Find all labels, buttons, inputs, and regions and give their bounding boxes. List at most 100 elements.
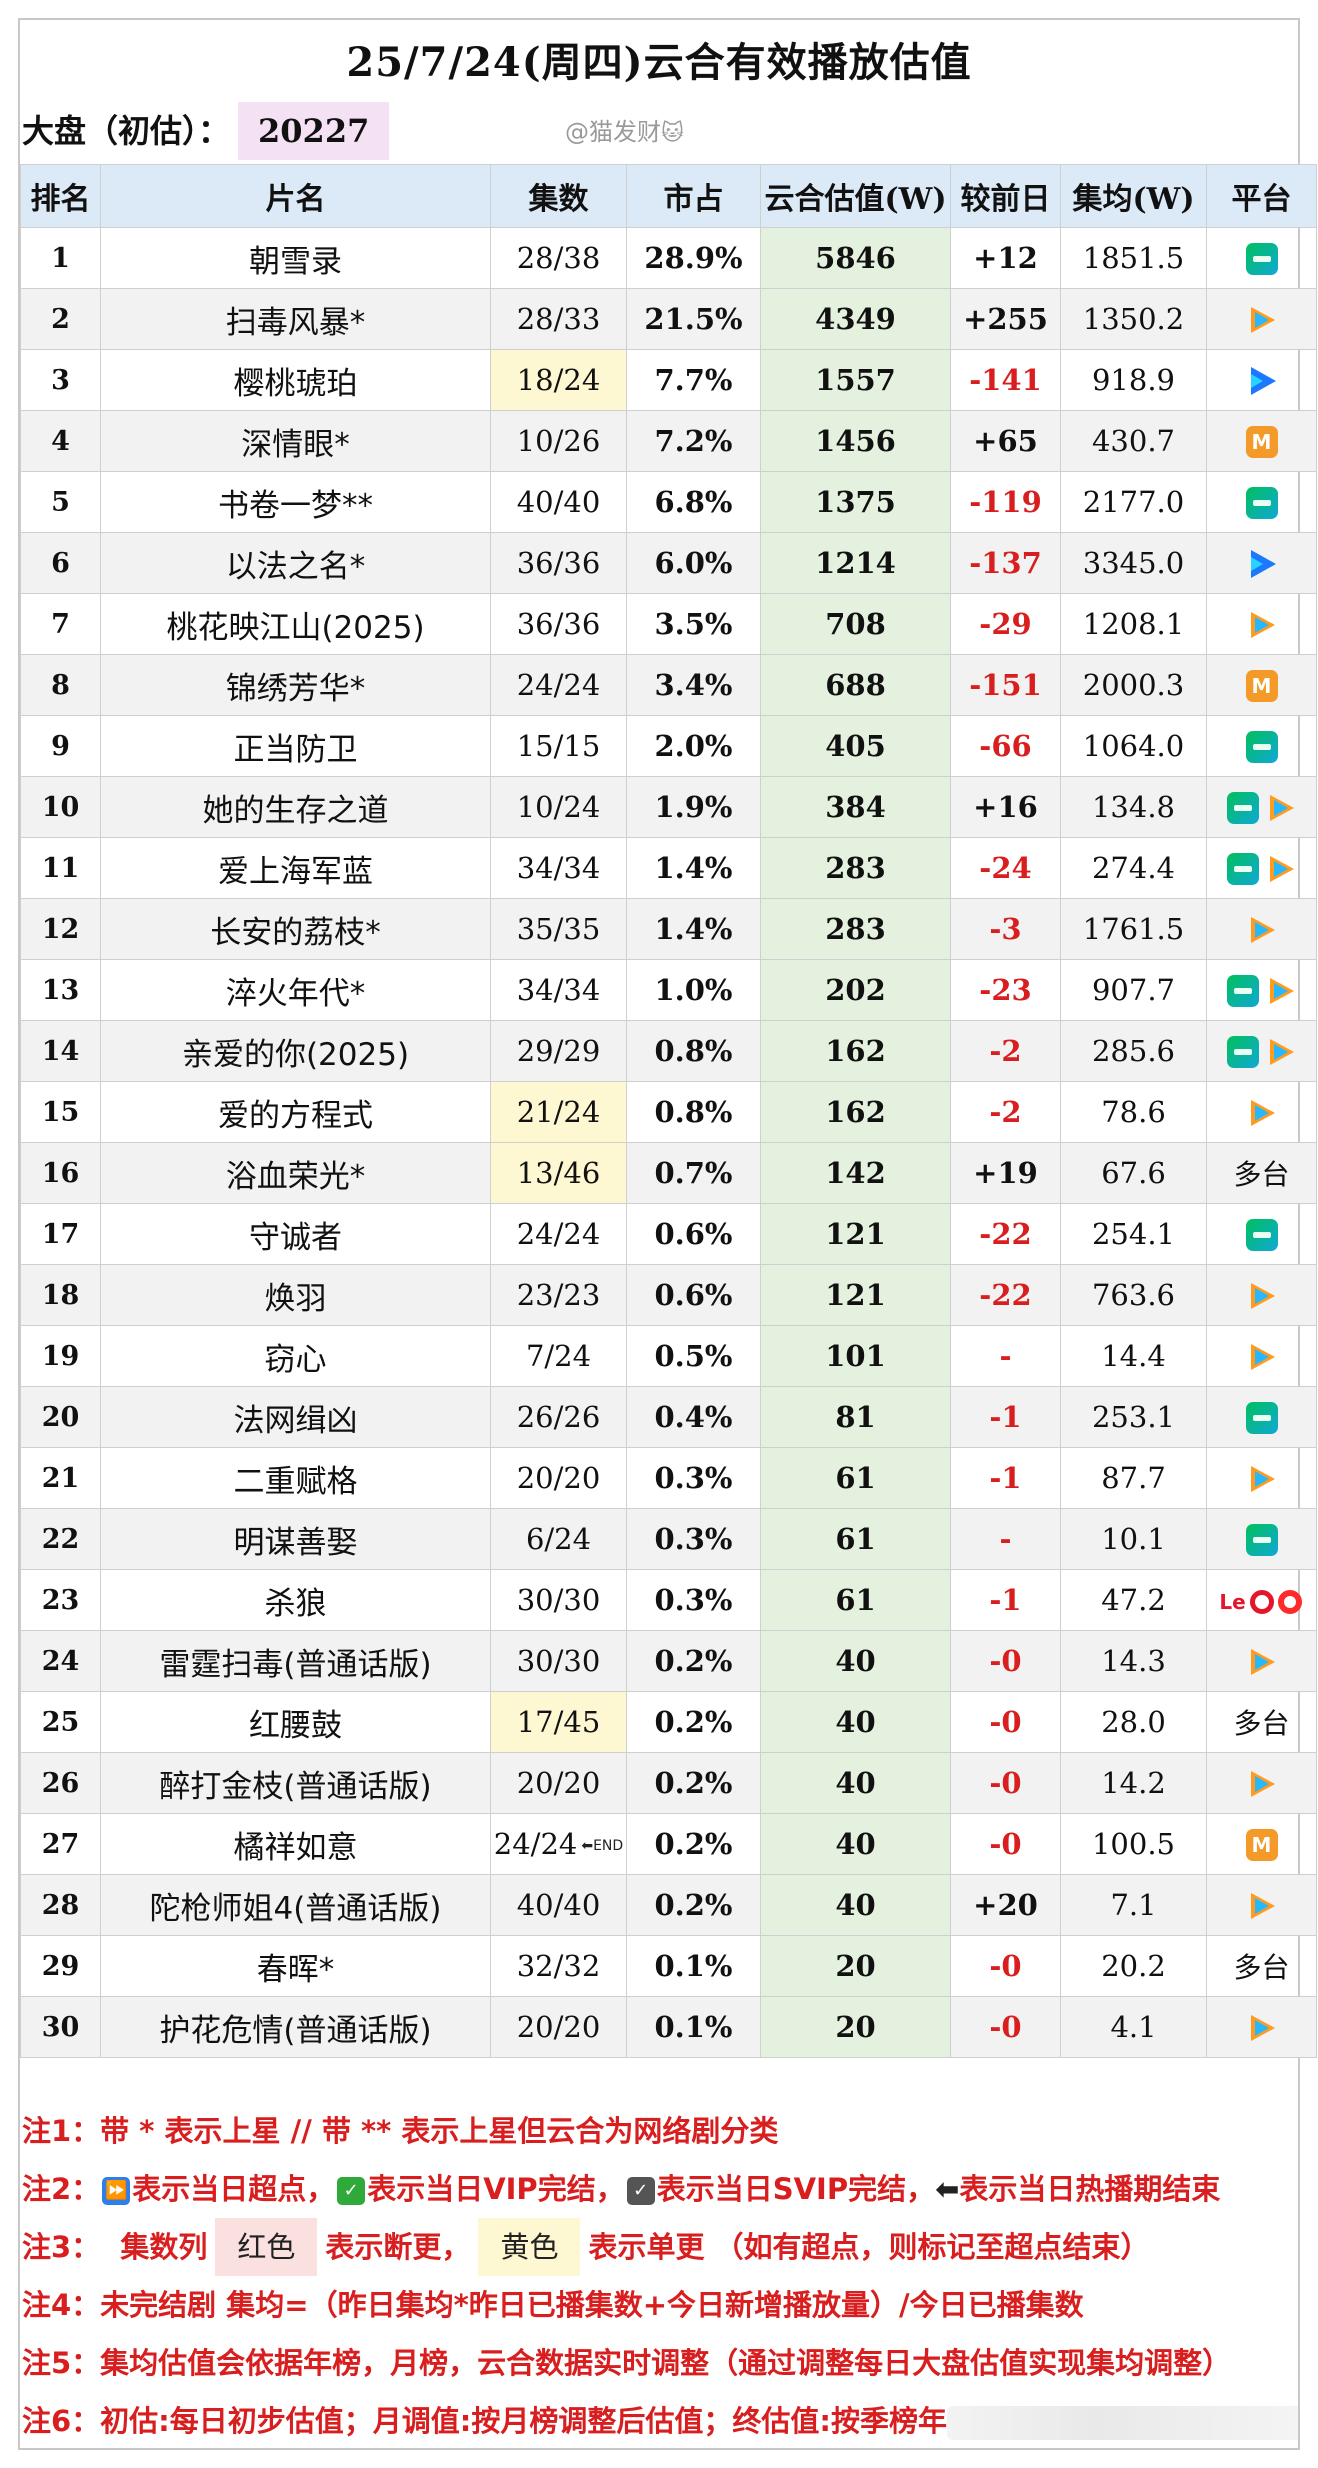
average-cell: 20.2: [1060, 1935, 1207, 1997]
title-cell: 红腰鼓: [100, 1691, 491, 1753]
platform-cell: [1206, 227, 1317, 289]
estimate-cell: 1214: [760, 532, 951, 594]
episodes-value: 20/20: [516, 1461, 601, 1495]
table-row: 5 书卷一梦** 40/40 6.8% 1375 -119 2177.0: [20, 471, 1317, 533]
share-cell: 0.2%: [626, 1691, 761, 1753]
platform-cell: [1206, 1081, 1317, 1143]
iqiyi-icon: [1226, 975, 1259, 1007]
average-cell: 254.1: [1060, 1203, 1207, 1265]
average-cell: 78.6: [1060, 1081, 1207, 1143]
title-cell: 窃心: [100, 1325, 491, 1387]
rank-cell: 16: [20, 1142, 101, 1204]
estimate-cell: 4349: [760, 288, 951, 350]
table-row: 26 醉打金枝(普通话版) 20/20 0.2% 40 -0 14.2: [20, 1752, 1317, 1814]
average-cell: 100.5: [1060, 1813, 1207, 1875]
share-cell: 28.9%: [626, 227, 761, 289]
title-cell: 爱上海军蓝: [100, 837, 491, 899]
rank-cell: 12: [20, 898, 101, 960]
change-cell: -2: [950, 1081, 1061, 1143]
change-cell: -66: [950, 715, 1061, 777]
note-4: 注4：未完结剧 集均=（昨日集均*昨日已播集数+今日新增播放量）/今日已播集数: [22, 2288, 1084, 2322]
platform-cell: [1206, 1020, 1317, 1082]
episodes-cell: 17/45: [490, 1691, 627, 1753]
change-cell: -29: [950, 593, 1061, 655]
estimate-cell: 384: [760, 776, 951, 838]
iqiyi-icon: [1245, 731, 1278, 763]
episodes-cell: 40/40: [490, 471, 627, 533]
table-row: 23 杀狼 30/30 0.3% 61 -1 47.2 Le: [20, 1569, 1317, 1631]
note-3-red-desc: 表示断更，: [325, 2230, 471, 2264]
change-cell: -137: [950, 532, 1061, 594]
platform-cell: [1206, 410, 1317, 472]
platform-text: 多台: [1233, 1707, 1290, 1740]
title-cell: 醉打金枝(普通话版): [100, 1752, 491, 1814]
share-cell: 1.0%: [626, 959, 761, 1021]
rank-cell: 8: [20, 654, 101, 716]
title-cell: 浴血荣光*: [100, 1142, 491, 1204]
col-header-share: 市占: [626, 164, 761, 228]
estimate-cell: 405: [760, 715, 951, 777]
episodes-value: 10/24: [516, 790, 601, 824]
estimate-cell: 142: [760, 1142, 951, 1204]
iqiyi-icon: [1245, 1219, 1278, 1251]
episodes-cell: 24/24: [490, 1203, 627, 1265]
fast-forward-icon: ⏩: [102, 2177, 131, 2205]
share-cell: 0.8%: [626, 1020, 761, 1082]
platform-cell: [1206, 1752, 1317, 1814]
share-cell: 0.3%: [626, 1447, 761, 1509]
share-cell: 0.8%: [626, 1081, 761, 1143]
share-cell: 2.0%: [626, 715, 761, 777]
episodes-value: 18/24: [516, 363, 601, 397]
episodes-cell: 28/33: [490, 288, 627, 350]
episodes-value: 36/36: [516, 607, 601, 641]
episodes-cell: 24/24: [490, 654, 627, 716]
watermark: @猫发财🐱: [565, 112, 684, 147]
episodes-value: 20/20: [516, 2010, 601, 2044]
tencent-video-icon: [1246, 1646, 1278, 1678]
rank-cell: 30: [20, 1996, 101, 2058]
episodes-cell: 21/24: [490, 1081, 627, 1143]
table-row: 29 春晖* 32/32 0.1% 20 -0 20.2 多台: [20, 1935, 1317, 1997]
episodes-value: 30/30: [516, 1583, 601, 1617]
note-2-b: 表示当日VIP完结，: [367, 2172, 625, 2206]
platform-cell: [1206, 898, 1317, 960]
ranking-table: 排名 片名 集数 市占 云合估值(W) 较前日 集均(W) 平台 1 朝雪录 28/…: [20, 164, 1317, 2058]
rank-cell: 7: [20, 593, 101, 655]
rank-cell: 17: [20, 1203, 101, 1265]
change-cell: +255: [950, 288, 1061, 350]
note-3-red-chip: 红色: [215, 2218, 318, 2276]
share-cell: 0.4%: [626, 1386, 761, 1448]
change-cell: -151: [950, 654, 1061, 716]
estimate-cell: 20: [760, 1935, 951, 1997]
title-cell: 以法之名*: [100, 532, 491, 594]
average-cell: 47.2: [1060, 1569, 1207, 1631]
episodes-value: 24/24: [493, 1827, 578, 1861]
estimate-cell: 61: [760, 1508, 951, 1570]
platform-cell: Le: [1206, 1569, 1317, 1631]
tencent-video-icon: [1246, 1097, 1278, 1129]
episodes-value: 28/33: [516, 302, 601, 336]
episodes-value: 28/38: [516, 241, 601, 275]
share-cell: 0.2%: [626, 1874, 761, 1936]
platform-cell: [1206, 1813, 1317, 1875]
change-cell: -0: [950, 1630, 1061, 1692]
platform-cell: [1206, 532, 1317, 594]
change-cell: -: [950, 1508, 1061, 1570]
tencent-video-icon: [1246, 1768, 1278, 1800]
episodes-cell: 26/26: [490, 1386, 627, 1448]
average-cell: 1208.1: [1060, 593, 1207, 655]
change-cell: -1: [950, 1447, 1061, 1509]
share-cell: 0.2%: [626, 1813, 761, 1875]
note-6-text: 注6：初估:每日初步估值；月调值:按月榜调整后估值；终估值:按季榜年: [22, 2404, 947, 2438]
average-cell: 253.1: [1060, 1386, 1207, 1448]
episodes-value: 40/40: [516, 1888, 601, 1922]
change-cell: -0: [950, 1752, 1061, 1814]
youku-icon: [1246, 365, 1278, 397]
platform-cell: [1206, 1874, 1317, 1936]
change-cell: -: [950, 1325, 1061, 1387]
platform-cell: [1206, 1996, 1317, 2058]
col-header-rank: 排名: [20, 164, 101, 228]
platform-ring-icon: [1277, 1589, 1302, 1614]
iqiyi-icon: [1245, 243, 1278, 275]
average-cell: 3345.0: [1060, 532, 1207, 594]
